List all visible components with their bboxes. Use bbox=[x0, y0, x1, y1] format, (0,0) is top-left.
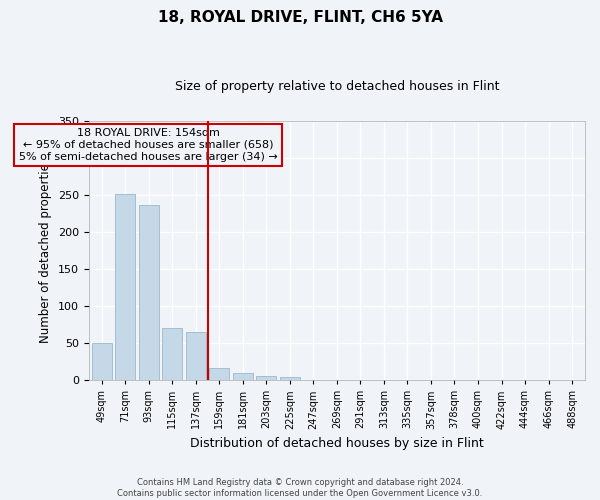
Bar bbox=[186, 332, 206, 380]
Bar bbox=[233, 372, 253, 380]
X-axis label: Distribution of detached houses by size in Flint: Distribution of detached houses by size … bbox=[190, 437, 484, 450]
Bar bbox=[139, 205, 159, 380]
Bar bbox=[256, 376, 277, 380]
Text: Contains HM Land Registry data © Crown copyright and database right 2024.
Contai: Contains HM Land Registry data © Crown c… bbox=[118, 478, 482, 498]
Bar bbox=[115, 194, 135, 380]
Title: Size of property relative to detached houses in Flint: Size of property relative to detached ho… bbox=[175, 80, 499, 93]
Y-axis label: Number of detached properties: Number of detached properties bbox=[40, 158, 52, 344]
Bar bbox=[162, 328, 182, 380]
Bar bbox=[92, 343, 112, 380]
Text: 18 ROYAL DRIVE: 154sqm
← 95% of detached houses are smaller (658)
5% of semi-det: 18 ROYAL DRIVE: 154sqm ← 95% of detached… bbox=[19, 128, 277, 162]
Bar bbox=[280, 377, 300, 380]
Bar bbox=[209, 368, 229, 380]
Text: 18, ROYAL DRIVE, FLINT, CH6 5YA: 18, ROYAL DRIVE, FLINT, CH6 5YA bbox=[157, 10, 443, 25]
